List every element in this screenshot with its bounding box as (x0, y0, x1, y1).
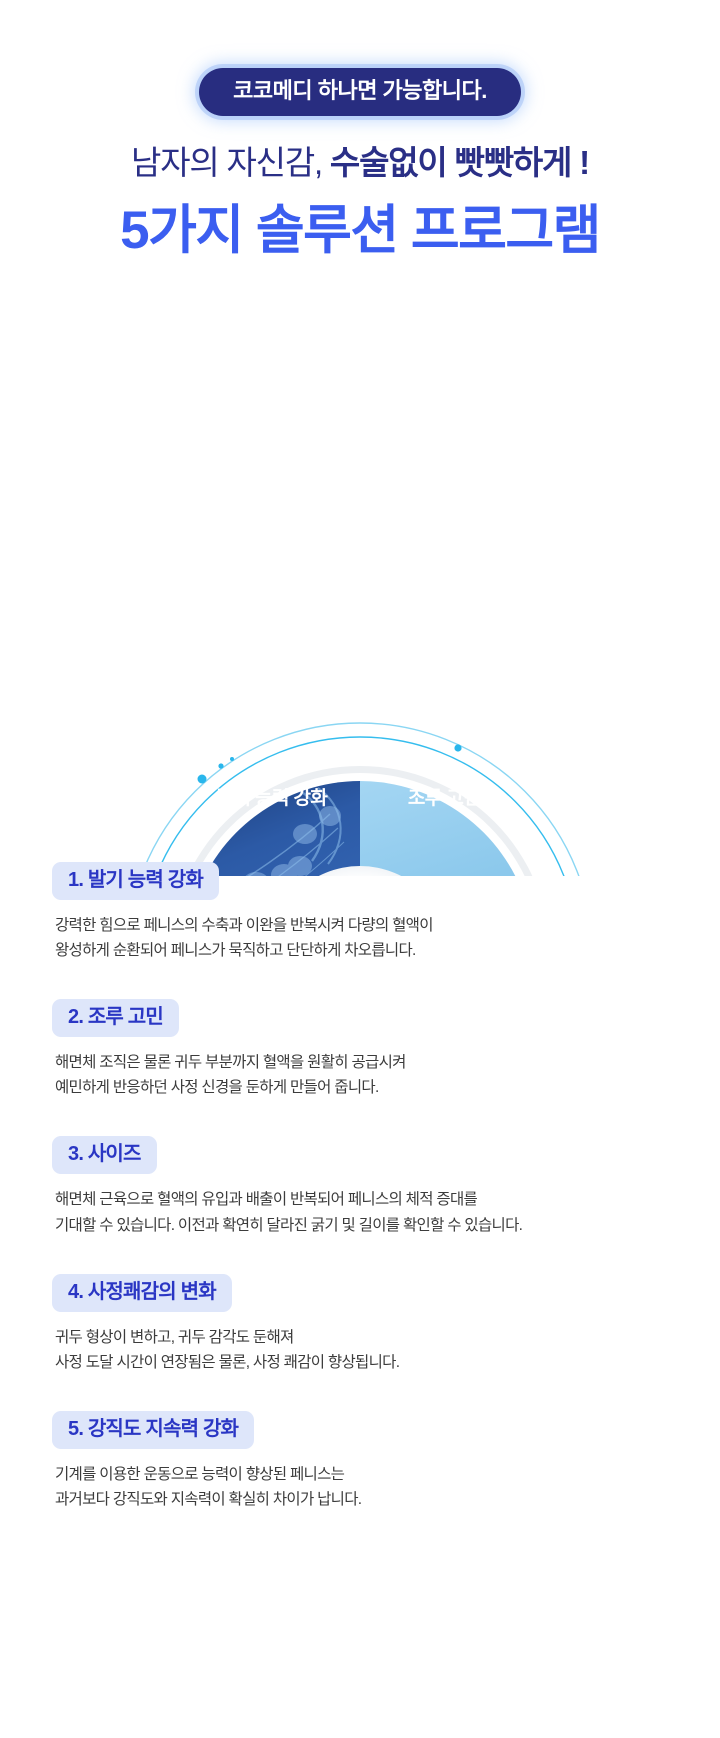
item-desc-2: 해면체 조직은 물론 귀두 부분까지 혈액을 원활히 공급시켜 예민하게 반응하… (55, 1054, 406, 1097)
list-item: 2. 조루 고민 해면체 조직은 물론 귀두 부분까지 혈액을 원활히 공급시켜… (52, 999, 720, 1100)
solution-detail-list: 1. 발기 능력 강화 강력한 힘으로 페니스의 수축과 이완을 반복시켜 다량… (0, 862, 720, 1512)
tagline-pill: 코코메디 하나면 가능합니다. (199, 68, 521, 116)
decor-ring-outer (140, 722, 580, 876)
slice-helix-texture (204, 787, 345, 876)
decor-dots (197, 744, 462, 784)
headline-secondary-thin: 남자의 자신감, (131, 144, 323, 181)
slice-balgi-neungryeok[interactable] (194, 781, 360, 876)
decor-ring-inner (155, 736, 565, 876)
donut-chart-svg: 발기 능력 강화 조루 고민 사정쾌감의 변화 강직도 지속력 강화 사이즈 (140, 722, 580, 876)
headline-secondary: 남자의 자신감, 수술없이 빳빳하게 ! (0, 142, 720, 183)
list-item: 1. 발기 능력 강화 강력한 힘으로 페니스의 수축과 이완을 반복시켜 다량… (52, 862, 720, 963)
item-desc-1: 강력한 힘으로 페니스의 수축과 이완을 반복시켜 다량의 혈액이 왕성하게 순… (55, 917, 434, 960)
slice-label-balgi: 발기 능력 강화 (217, 787, 329, 809)
item-desc-3: 해면체 근육으로 혈액의 유입과 배출이 반복되어 페니스의 체적 증대를 기대… (55, 1191, 523, 1234)
headline-secondary-bold: 수술없이 빳빳하게 ! (329, 144, 590, 181)
item-badge-2: 2. 조루 고민 (52, 999, 179, 1038)
list-item: 5. 강직도 지속력 강화 기계를 이용한 운동으로 능력이 향상된 페니스는 … (52, 1410, 720, 1512)
headline-primary: 5가지 솔루션 프로그램 (120, 201, 601, 260)
donut-center-hub (318, 866, 402, 876)
slice-label-jolu: 조루 고민 (408, 787, 480, 809)
item-desc-4: 귀두 형상이 변하고, 귀두 감각도 둔해져 사정 도달 시간이 연장됨은 물론… (55, 1328, 400, 1371)
solution-wheel: 발기 능력 강화 조루 고민 사정쾌감의 변화 강직도 지속력 강화 사이즈 (0, 336, 720, 876)
pill-wrapper: 코코메디 하나면 가능합니다. (0, 68, 720, 116)
list-item: 3. 사이즈 해면체 근육으로 혈액의 유입과 배출이 반복되어 페니스의 체적… (52, 1136, 720, 1237)
list-item: 4. 사정쾌감의 변화 귀두 형상이 변하고, 귀두 감각도 둔해져 사정 도달… (52, 1273, 720, 1375)
slice-jolu-gomin[interactable] (360, 781, 526, 876)
item-badge-1: 1. 발기 능력 강화 (52, 862, 219, 900)
item-badge-4: 4. 사정쾌감의 변화 (52, 1273, 232, 1312)
item-desc-5: 기계를 이용한 운동으로 능력이 향상된 페니스는 과거보다 강직도와 지속력이… (55, 1465, 362, 1508)
item-badge-3: 3. 사이즈 (52, 1136, 157, 1175)
header: 코코메디 하나면 가능합니다. 남자의 자신감, 수술없이 빳빳하게 ! 5가지… (0, 0, 720, 320)
item-badge-5: 5. 강직도 지속력 강화 (52, 1410, 255, 1449)
